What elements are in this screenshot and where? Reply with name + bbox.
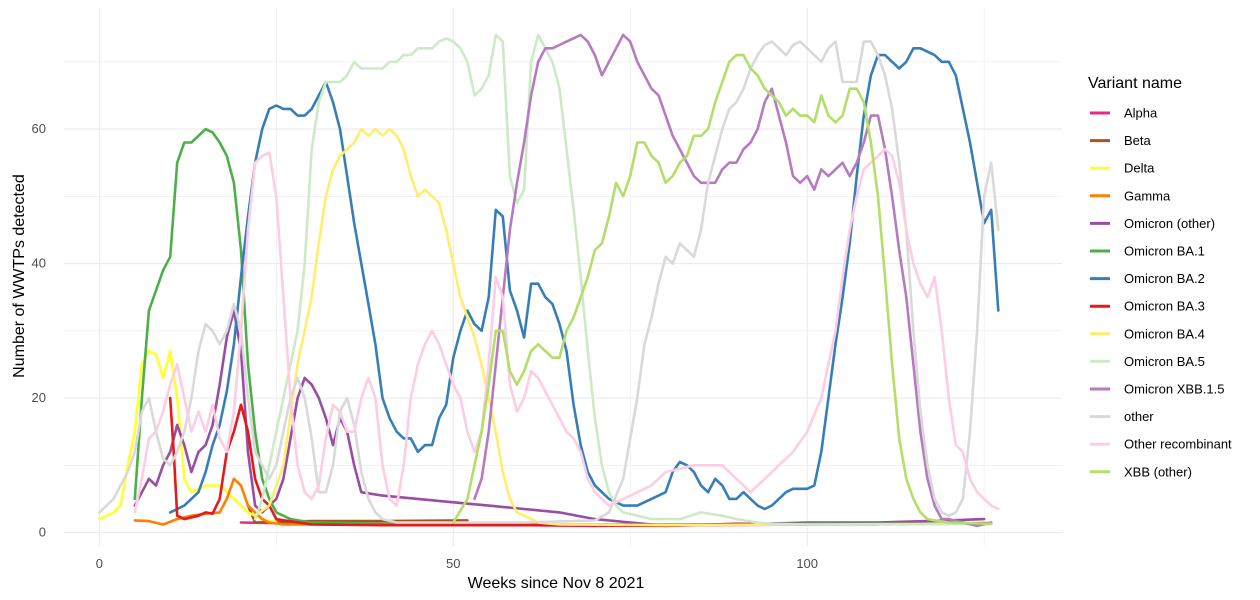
y-axis-title: Number of WWTPs detected	[11, 174, 28, 378]
legend-label-omicron-ba-3: Omicron BA.3	[1124, 299, 1205, 314]
legend-label-omicron-ba-2: Omicron BA.2	[1124, 271, 1205, 286]
gridlines	[64, 8, 1062, 546]
legend: Alpha Beta Delta Gamma Omicron (other) Omicro…	[1090, 106, 1232, 479]
y-tick-label: 20	[32, 390, 46, 405]
legend-label-delta: Delta	[1124, 161, 1155, 176]
series-line-other	[98, 40, 1000, 524]
y-tick-label: 60	[32, 121, 46, 136]
legend-label-omicron-ba-4: Omicron BA.4	[1124, 326, 1205, 341]
y-tick-labels: 0 20 40 60	[32, 121, 46, 540]
y-tick-label: 0	[39, 525, 46, 540]
legend-label-gamma: Gamma	[1124, 188, 1171, 203]
y-tick-label: 40	[32, 256, 46, 271]
series-line-gamma	[133, 477, 313, 526]
series-line-beta	[246, 504, 469, 524]
legend-label-other-recombinant: Other recombinant	[1124, 437, 1232, 452]
series-line-omicron-ba-5	[253, 33, 993, 526]
x-tick-label: 50	[446, 556, 460, 571]
series-line-omicron-other-	[133, 309, 986, 528]
series-line-omicron-ba-4	[253, 127, 986, 527]
series-line-xbb-other-	[452, 53, 993, 526]
series-line-omicron-ba-1	[133, 127, 993, 526]
panel-background	[64, 8, 1062, 546]
legend-label-alpha: Alpha	[1124, 106, 1158, 121]
series-line-omicron-xbb-1-5	[473, 33, 993, 528]
series-line-other-recombinant	[133, 147, 1000, 514]
x-tick-labels: 0 50 100	[96, 556, 818, 571]
x-axis-title: Weeks since Nov 8 2021	[468, 575, 645, 592]
legend-title: Variant name	[1088, 75, 1182, 92]
legend-label-omicron-xbb-1-5: Omicron XBB.1.5	[1124, 382, 1224, 397]
x-tick-label: 100	[796, 556, 818, 571]
series-lines	[98, 33, 1000, 528]
legend-label-omicron-other-: Omicron (other)	[1124, 216, 1215, 231]
legend-label-xbb-other-: XBB (other)	[1124, 464, 1192, 479]
legend-label-beta: Beta	[1124, 133, 1152, 148]
legend-label-omicron-ba-1: Omicron BA.1	[1124, 244, 1205, 259]
legend-label-other: other	[1124, 409, 1154, 424]
legend-label-omicron-ba-5: Omicron BA.5	[1124, 354, 1205, 369]
series-line-omicron-ba-2	[168, 47, 1000, 514]
x-tick-label: 0	[96, 556, 103, 571]
